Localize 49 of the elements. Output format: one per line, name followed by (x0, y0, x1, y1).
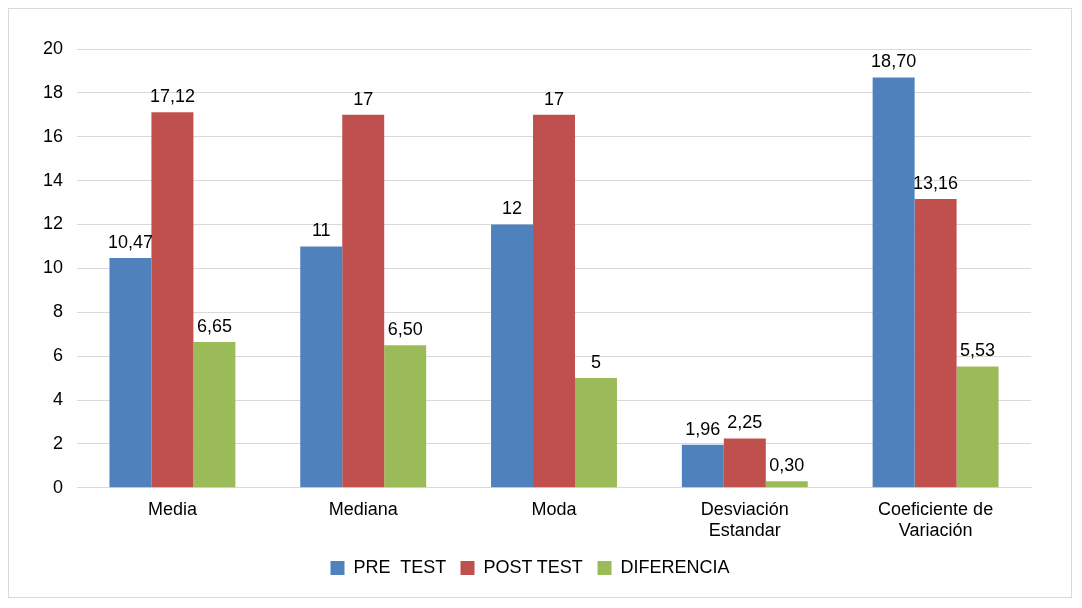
data-label: 1,96 (685, 418, 721, 439)
y-tick-label: 14 (42, 169, 64, 190)
x-tick-label: Desviación Estandar (700, 498, 789, 541)
bar (342, 114, 385, 488)
y-tick-label: 8 (53, 301, 64, 322)
data-label: 17 (544, 88, 565, 109)
data-label: 2,25 (727, 412, 763, 433)
bar (914, 199, 957, 488)
y-tick-label: 2 (53, 432, 64, 453)
y-tick-label: 16 (42, 125, 64, 146)
bar (872, 77, 915, 488)
bar (193, 341, 236, 488)
y-tick-label: 0 (53, 476, 64, 497)
data-label: 0,30 (769, 455, 805, 476)
data-label: 13,16 (913, 173, 959, 194)
x-tick-label: Coeficiente de Variación (878, 498, 994, 541)
data-label: 6,65 (196, 315, 232, 336)
data-label: 5,53 (960, 340, 996, 361)
bar (723, 438, 766, 488)
y-tick-label: 6 (53, 345, 64, 366)
x-tick-label: Media (147, 498, 198, 519)
y-tick-label: 10 (42, 257, 64, 278)
data-label: 12 (502, 198, 523, 219)
data-label: 17 (353, 88, 374, 109)
bar (765, 481, 808, 488)
bar (681, 444, 724, 488)
data-label: 18,70 (871, 51, 917, 72)
y-tick-label: 20 (42, 37, 64, 58)
bar (533, 114, 575, 488)
bar (491, 224, 534, 488)
bar (109, 258, 152, 488)
x-tick-label: Moda (531, 498, 578, 519)
bar (956, 366, 999, 488)
bar (300, 246, 343, 488)
data-label: 11 (311, 220, 331, 241)
bar (575, 378, 617, 488)
data-label: 5 (590, 352, 601, 373)
y-tick-label: 18 (42, 81, 64, 102)
bar (384, 345, 427, 488)
bar (151, 112, 194, 488)
data-label: 6,50 (387, 319, 423, 340)
y-tick-label: 4 (53, 389, 64, 410)
data-label: 17,12 (149, 86, 195, 107)
legend-label: DIFERENCIA (620, 556, 730, 577)
data-label: 10,47 (107, 232, 153, 253)
legend-label: POST TEST (483, 556, 583, 577)
x-tick-label: Mediana (328, 498, 399, 519)
legend-label: PRE TEST (353, 556, 447, 577)
y-tick-label: 12 (42, 213, 64, 234)
